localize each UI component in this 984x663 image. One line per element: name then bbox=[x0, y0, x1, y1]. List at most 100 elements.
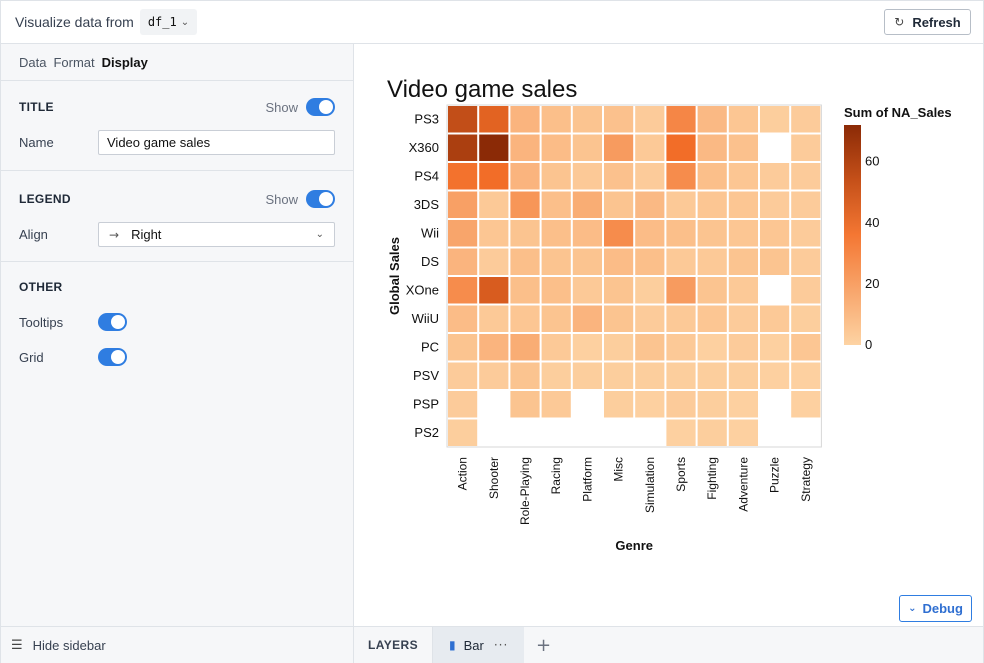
sidebar: Data Format Display TITLE Show Name Vide… bbox=[1, 44, 354, 626]
heatmap-cell bbox=[541, 248, 571, 275]
heatmap-cell bbox=[448, 106, 478, 133]
name-label: Name bbox=[19, 135, 54, 150]
heatmap-cell bbox=[728, 220, 758, 247]
heatmap-cell bbox=[666, 220, 696, 247]
hide-sidebar-label: Hide sidebar bbox=[32, 637, 106, 653]
heatmap-cell bbox=[604, 106, 634, 133]
heatmap-cell bbox=[728, 391, 758, 418]
refresh-label: Refresh bbox=[912, 14, 961, 30]
x-tick-label: Shooter bbox=[487, 457, 501, 499]
heatmap-cell bbox=[697, 191, 727, 218]
bar-chart-icon: ▮ bbox=[448, 638, 456, 652]
grid-toggle[interactable] bbox=[98, 348, 127, 366]
heatmap-cell bbox=[541, 277, 571, 304]
heatmap-cell bbox=[666, 134, 696, 161]
heatmap-cell bbox=[510, 391, 540, 418]
tab-format[interactable]: Format bbox=[53, 54, 95, 70]
heatmap-cell bbox=[791, 391, 821, 418]
heatmap-cell bbox=[728, 305, 758, 332]
title-show-toggle[interactable] bbox=[306, 98, 335, 116]
y-tick-label: PSP bbox=[413, 396, 439, 411]
heatmap-cell bbox=[604, 248, 634, 275]
y-tick-label: PS3 bbox=[414, 111, 439, 126]
heatmap-cell bbox=[697, 277, 727, 304]
chart-title: Video game sales bbox=[387, 76, 577, 103]
heatmap-cell bbox=[666, 419, 696, 446]
heatmap-cell bbox=[666, 277, 696, 304]
heatmap-cell bbox=[666, 391, 696, 418]
heatmap-cell bbox=[604, 277, 634, 304]
heatmap-cell bbox=[635, 334, 665, 361]
heatmap-cell bbox=[510, 106, 540, 133]
refresh-icon: ↻ bbox=[894, 15, 905, 29]
grid-label: Grid bbox=[19, 349, 44, 365]
heatmap-cell bbox=[541, 191, 571, 218]
heatmap-cell bbox=[448, 334, 478, 361]
y-tick-label: PS4 bbox=[414, 168, 439, 183]
add-layer-button[interactable]: + bbox=[535, 634, 552, 656]
plot-frame bbox=[446, 104, 822, 448]
heatmap-cell bbox=[791, 334, 821, 361]
heatmap-cell bbox=[635, 163, 665, 190]
title-show-label: Show bbox=[265, 99, 298, 115]
sidebar-tabs: Data Format Display bbox=[1, 44, 353, 81]
arrow-right-icon: → bbox=[109, 227, 120, 242]
heatmap-cell bbox=[697, 163, 727, 190]
chevron-down-icon: ⌄ bbox=[180, 16, 190, 28]
title-section: TITLE Show Name Video game sales bbox=[1, 81, 353, 171]
heatmap-cell bbox=[541, 106, 571, 133]
heatmap-cell bbox=[666, 248, 696, 275]
heatmap-cell bbox=[760, 305, 790, 332]
heatmap-cell bbox=[728, 106, 758, 133]
refresh-button[interactable]: ↻ Refresh bbox=[884, 9, 971, 35]
title-name-input[interactable]: Video game sales bbox=[98, 130, 335, 155]
heatmap-cell bbox=[448, 163, 478, 190]
tooltips-toggle[interactable] bbox=[98, 313, 127, 331]
chevron-down-icon: ⌄ bbox=[908, 603, 917, 614]
heatmap-cell bbox=[697, 334, 727, 361]
heatmap-cell bbox=[448, 277, 478, 304]
title-heading: TITLE bbox=[19, 100, 54, 114]
more-icon[interactable]: ··· bbox=[493, 638, 509, 652]
legend-section: LEGEND Show Align → Right ⌄ bbox=[1, 171, 353, 262]
heatmap-cell bbox=[510, 163, 540, 190]
heatmap-cell bbox=[572, 362, 602, 389]
heatmap-cell bbox=[604, 362, 634, 389]
legend-tick-label: 0 bbox=[865, 337, 872, 352]
heatmap-cell bbox=[448, 191, 478, 218]
x-tick-label: Adventure bbox=[736, 457, 750, 512]
heatmap-cell bbox=[448, 220, 478, 247]
heatmap-cell bbox=[760, 220, 790, 247]
heatmap-cell bbox=[479, 106, 509, 133]
heatmap-cell bbox=[760, 334, 790, 361]
tab-display[interactable]: Display bbox=[101, 54, 148, 70]
heatmap-cell bbox=[666, 362, 696, 389]
heatmap-cell bbox=[604, 163, 634, 190]
hide-sidebar-button[interactable]: ☰ Hide sidebar bbox=[1, 626, 354, 663]
heatmap-cell bbox=[541, 220, 571, 247]
other-section: OTHER Tooltips Grid bbox=[1, 262, 353, 366]
heatmap-cell bbox=[510, 305, 540, 332]
heatmap-cell bbox=[635, 277, 665, 304]
heatmap-cell bbox=[697, 248, 727, 275]
heatmap-cell bbox=[572, 220, 602, 247]
tab-data[interactable]: Data bbox=[19, 54, 47, 70]
heatmap-chart: Video game sales PS3 X360 PS4 3DS Wii DS XOne Wi… bbox=[387, 76, 952, 553]
heatmap-cell bbox=[510, 334, 540, 361]
heatmap-cell bbox=[541, 134, 571, 161]
legend-show-toggle[interactable] bbox=[306, 190, 335, 208]
heatmap-cell bbox=[791, 134, 821, 161]
dataframe-select[interactable]: df_1 ⌄ bbox=[139, 9, 198, 35]
y-tick-label: PC bbox=[421, 339, 439, 354]
heatmap-cell bbox=[572, 277, 602, 304]
x-tick-label: Fighting bbox=[705, 457, 719, 500]
legend-align-select[interactable]: → Right ⌄ bbox=[98, 222, 335, 247]
x-tick-label: Simulation bbox=[643, 457, 657, 513]
layer-tab-bar[interactable]: ▮ Bar ··· bbox=[432, 626, 524, 663]
heatmap-cell bbox=[697, 220, 727, 247]
heatmap-cell bbox=[666, 191, 696, 218]
heatmap-cell bbox=[510, 362, 540, 389]
debug-button[interactable]: ⌄ Debug bbox=[899, 595, 972, 622]
heatmap-cell bbox=[635, 248, 665, 275]
heatmap-cell bbox=[635, 362, 665, 389]
